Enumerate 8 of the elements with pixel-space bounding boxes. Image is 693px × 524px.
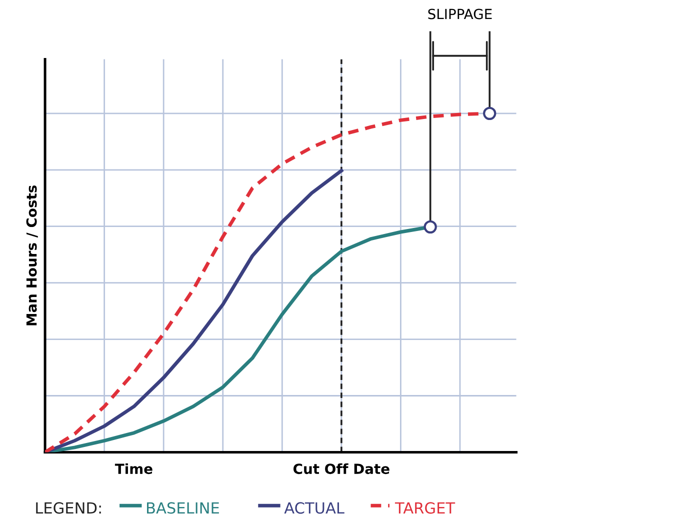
x-tick-label: Cut Off Date — [293, 463, 390, 474]
text: SLIPPAGE — [428, 8, 492, 20]
x-tick-label: Time — [114, 463, 152, 474]
legend-label: BASELINE — [147, 502, 219, 514]
legend-label: ACTUAL — [284, 502, 344, 514]
y-axis-title: Man Hours / Costs — [26, 186, 38, 326]
legend-title: LEGEND: — [36, 502, 101, 514]
legend-label: TARGET — [394, 502, 456, 514]
